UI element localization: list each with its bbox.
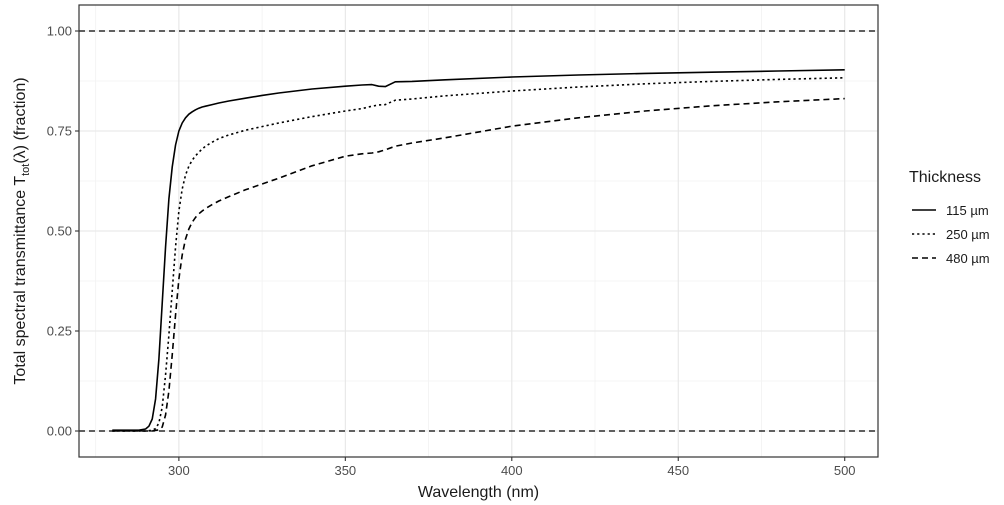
x-tick-label: 350 bbox=[334, 463, 356, 478]
y-axis-title: Total spectral transmittance Ttot(λ) (fr… bbox=[12, 77, 32, 384]
legend-title: Thickness bbox=[909, 169, 981, 186]
legend-label-1: 115 µm bbox=[946, 203, 989, 218]
y-axis-title-suffix: (λ) (fraction) bbox=[12, 77, 29, 163]
y-axis-ticks: 0.00 0.25 0.50 0.75 1.00 bbox=[47, 24, 79, 439]
series-line-2 bbox=[112, 77, 845, 432]
y-tick-label: 0.25 bbox=[47, 324, 72, 339]
y-tick-label: 0.00 bbox=[47, 424, 72, 439]
x-tick-label: 400 bbox=[501, 463, 523, 478]
major-gridlines bbox=[79, 5, 878, 457]
y-tick-label: 1.00 bbox=[47, 24, 72, 39]
y-tick-label: 0.50 bbox=[47, 224, 72, 239]
x-tick-label: 300 bbox=[168, 463, 190, 478]
data-series bbox=[112, 69, 845, 432]
x-axis-ticks: 300 350 400 450 500 bbox=[168, 457, 856, 478]
legend-label-2: 250 µm bbox=[946, 227, 990, 242]
y-axis-title-subscript: tot bbox=[20, 164, 32, 176]
legend-label-3: 480 µm bbox=[946, 251, 990, 266]
x-axis-title: Wavelength (nm) bbox=[418, 484, 539, 501]
legend: Thickness 115 µm 250 µm 480 µm bbox=[909, 169, 990, 266]
y-tick-label: 0.75 bbox=[47, 124, 72, 139]
x-tick-label: 500 bbox=[834, 463, 856, 478]
series-line-3 bbox=[112, 97, 845, 432]
series-line-1 bbox=[112, 69, 845, 431]
y-axis-title-prefix: Total spectral transmittance T bbox=[12, 176, 29, 385]
reference-lines bbox=[79, 30, 878, 432]
x-tick-label: 450 bbox=[667, 463, 689, 478]
